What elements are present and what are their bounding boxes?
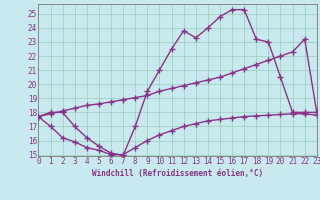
- X-axis label: Windchill (Refroidissement éolien,°C): Windchill (Refroidissement éolien,°C): [92, 169, 263, 178]
